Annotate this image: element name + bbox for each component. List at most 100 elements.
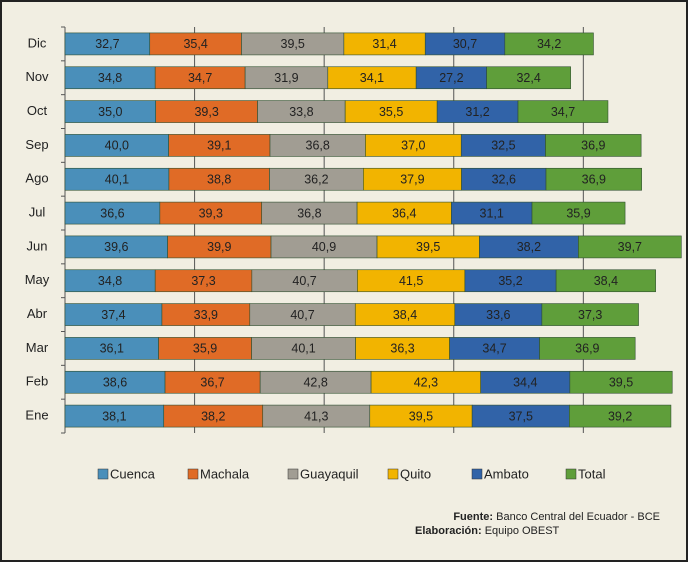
value-label: 38,1 [102,409,126,423]
value-label: 36,9 [575,342,599,356]
value-label: 39,3 [199,206,223,220]
value-label: 36,8 [297,206,321,220]
value-label: 34,4 [513,376,537,390]
bar-segment [486,66,571,90]
y-tick-label: Mar [26,340,49,355]
value-label: 33,9 [194,308,218,322]
value-label: 38,6 [103,376,127,390]
bar-segment [517,100,609,123]
legend-label: Cuenca [110,466,156,481]
value-label: 36,3 [390,342,414,356]
legend-swatch [187,468,199,480]
value-label: 33,8 [289,105,313,119]
value-label: 39,7 [618,240,642,254]
legend-label: Quito [400,466,431,481]
value-label: 36,2 [304,173,328,187]
value-label: 38,2 [517,240,541,254]
legend-label: Total [578,466,606,481]
y-tick-label: Oct [27,103,48,118]
value-label: 36,9 [581,139,605,153]
value-label: 27,2 [439,71,463,85]
value-label: 37,3 [578,308,602,322]
bar-segment [569,370,673,394]
bar-segment [569,404,672,428]
value-label: 31,2 [465,105,489,119]
value-label: 39,1 [207,139,231,153]
value-label: 38,4 [393,308,417,322]
value-label: 39,5 [281,37,305,51]
value-label: 40,7 [290,308,314,322]
source-text: Banco Central del Ecuador - BCE [496,511,660,523]
y-tick-label: Ago [25,171,48,186]
legend-swatch [387,468,399,480]
y-tick-label: Feb [26,374,48,389]
value-label: 38,8 [207,173,231,187]
y-tick-label: Ene [25,408,48,423]
bar-segment [578,235,682,259]
credit-text: Equipo OBEST [485,525,560,537]
value-label: 42,8 [303,376,327,390]
value-label: 35,5 [379,105,403,119]
legend-swatch [97,468,109,480]
bar-segment [555,269,656,293]
credit: Elaboración: Equipo OBEST [415,525,560,537]
value-label: 34,7 [551,105,575,119]
value-label: 31,4 [372,37,396,51]
value-label: 38,2 [201,409,225,423]
source-label: Fuente: [453,511,493,523]
value-label: 39,5 [609,376,633,390]
legend-label: Machala [200,466,250,481]
value-label: 41,5 [399,274,423,288]
value-label: 40,0 [105,139,129,153]
bar-segment [531,201,626,225]
bar-segment [545,167,642,191]
credit-label: Elaboración: [415,525,482,537]
value-label: 37,3 [191,274,215,288]
value-label: 36,1 [100,342,124,356]
value-label: 37,9 [400,173,424,187]
source: Fuente: Banco Central del Ecuador - BCE [453,511,660,523]
bar-segment [545,134,642,157]
legend-swatch [565,468,577,480]
value-label: 36,8 [306,139,330,153]
value-label: 35,0 [98,105,122,119]
y-tick-label: Dic [28,35,47,50]
y-tick-label: Jun [27,238,48,253]
legend-label: Ambato [484,466,529,481]
legend-swatch [471,468,483,480]
y-tick-label: Sep [25,137,48,152]
value-label: 36,9 [582,173,606,187]
y-tick-label: May [25,272,50,287]
y-tick-label: Nov [25,69,49,84]
value-label: 34,8 [98,71,122,85]
value-label: 39,6 [104,240,128,254]
value-label: 38,4 [594,274,618,288]
value-label: 42,3 [414,376,438,390]
value-label: 41,3 [304,409,328,423]
value-label: 36,4 [392,206,416,220]
value-label: 32,7 [95,37,119,51]
legend-label: Guayaquil [300,466,359,481]
value-label: 32,5 [491,139,515,153]
value-label: 36,7 [200,376,224,390]
value-label: 34,7 [188,71,212,85]
value-label: 40,1 [105,173,129,187]
value-label: 34,1 [360,71,384,85]
legend-swatch [287,468,299,480]
value-label: 35,9 [193,342,217,356]
value-label: 31,1 [480,206,504,220]
value-label: 32,6 [492,173,516,187]
value-label: 32,4 [516,71,540,85]
value-label: 34,7 [482,342,506,356]
value-label: 34,8 [98,274,122,288]
value-label: 37,5 [509,409,533,423]
value-label: 33,6 [486,308,510,322]
y-tick-label: Abr [27,306,48,321]
bar-segment [541,303,639,326]
value-label: 34,2 [537,37,561,51]
value-label: 35,4 [183,37,207,51]
value-label: 31,9 [274,71,298,85]
value-label: 39,5 [409,409,433,423]
bar-segment [504,32,594,56]
